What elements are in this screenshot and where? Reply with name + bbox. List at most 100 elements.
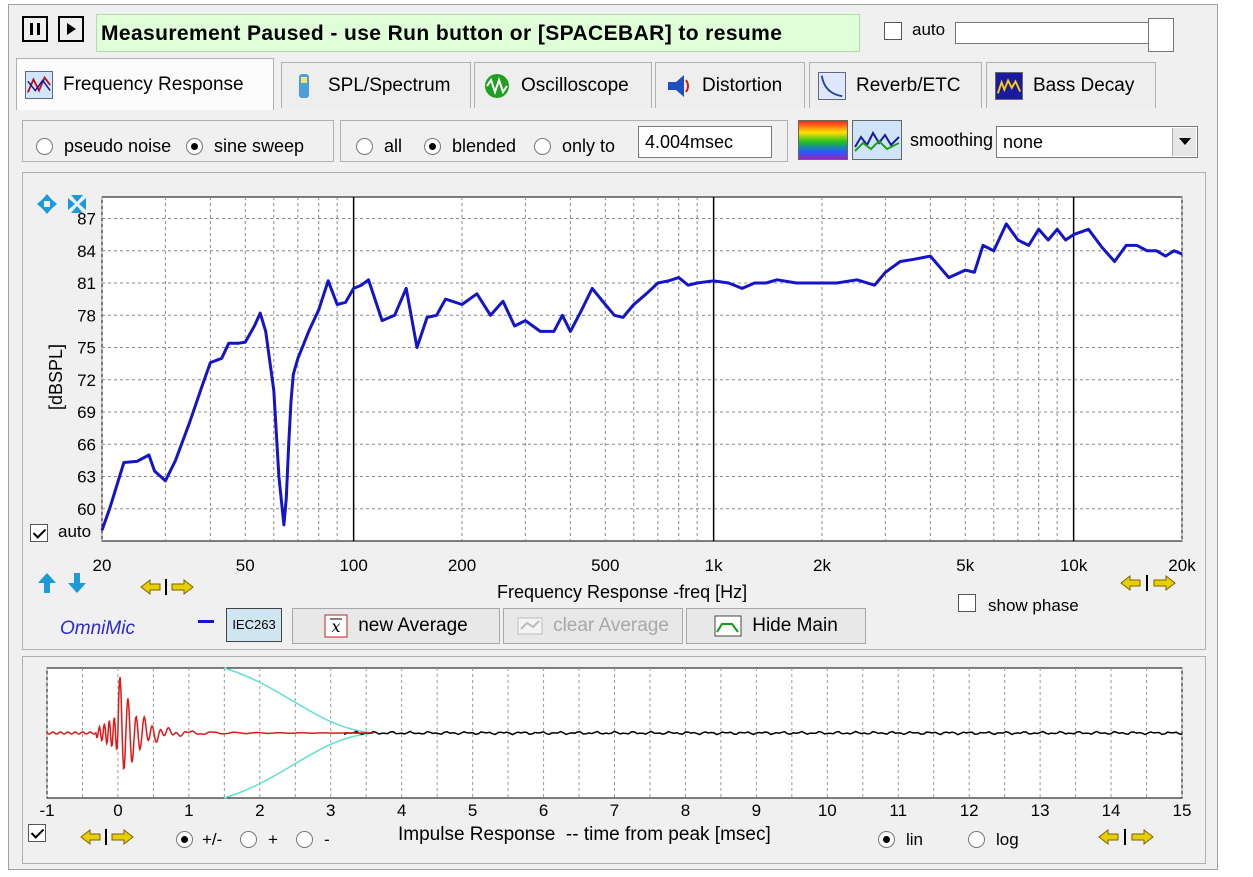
blended-radio[interactable] bbox=[424, 138, 441, 155]
level-slider-thumb[interactable] bbox=[1148, 18, 1174, 52]
frequency-response-trace bbox=[100, 222, 1183, 531]
pause-icon bbox=[30, 23, 40, 35]
svg-text:x: x bbox=[332, 617, 341, 636]
polarity-both-radio[interactable] bbox=[176, 831, 193, 848]
scale-log-radio[interactable] bbox=[968, 831, 985, 848]
eraser-icon bbox=[517, 617, 543, 635]
chevron-down-icon bbox=[1178, 138, 1191, 145]
signal-type-group bbox=[22, 120, 334, 162]
impulse-x-tick-label: 3 bbox=[326, 801, 335, 820]
plot-area bbox=[101, 196, 1183, 542]
x-tick-label: 200 bbox=[448, 556, 476, 575]
hide-trace-icon bbox=[714, 615, 742, 637]
impulse-x-tick-label: 10 bbox=[818, 801, 837, 820]
auto-scale-label: auto bbox=[58, 522, 92, 541]
polarity-minus-radio[interactable] bbox=[296, 831, 313, 848]
time-range-arrows-left-icon[interactable] bbox=[80, 828, 134, 846]
show-phase-label: show phase bbox=[988, 596, 1079, 615]
all-label: all bbox=[384, 136, 403, 156]
impulse-axis-label: Impulse Response -- time from peak [msec… bbox=[398, 824, 771, 845]
impulse-trace bbox=[46, 676, 374, 770]
zoom-in-vertical-icon[interactable] bbox=[36, 193, 58, 215]
tab-spl-spectrum[interactable]: SPL/Spectrum bbox=[281, 62, 471, 108]
smoothing-select[interactable]: none bbox=[996, 126, 1198, 158]
impulse-x-tick-label: 15 bbox=[1173, 801, 1192, 820]
y-tick-label: 60 bbox=[77, 500, 96, 519]
frequency-range-arrows-right-icon[interactable] bbox=[1120, 574, 1176, 592]
impulse-x-tick-label: 2 bbox=[255, 801, 264, 820]
tab-oscilloscope[interactable]: Oscilloscope bbox=[474, 62, 652, 108]
y-tick-label: 78 bbox=[77, 306, 96, 325]
impulse-x-tick-label: 5 bbox=[468, 801, 477, 820]
pseudo-noise-radio[interactable] bbox=[36, 138, 53, 155]
tab-reverb-etc[interactable]: Reverb/ETC bbox=[809, 62, 982, 108]
impulse-x-tick-label: 0 bbox=[113, 801, 122, 820]
pseudo-noise-label: pseudo noise bbox=[64, 136, 172, 156]
auto-scale-checkbox[interactable] bbox=[30, 524, 48, 542]
tab-label: Distortion bbox=[702, 74, 783, 96]
smoothing-label: smoothing bbox=[910, 130, 994, 150]
y-tick-label: 72 bbox=[77, 371, 96, 390]
all-radio[interactable] bbox=[356, 138, 373, 155]
tab-distortion[interactable]: Distortion bbox=[655, 62, 805, 108]
frequency-range-arrows-left-icon[interactable] bbox=[140, 578, 194, 596]
average-icon: x bbox=[324, 614, 348, 638]
play-button[interactable] bbox=[58, 16, 84, 42]
impulse-x-tick-label: 1 bbox=[184, 801, 193, 820]
sine-sweep-label: sine sweep bbox=[214, 136, 305, 156]
clear-average-button[interactable]: clear Average bbox=[503, 608, 683, 644]
x-tick-label: 5k bbox=[956, 556, 974, 575]
overlay-button[interactable] bbox=[852, 120, 902, 160]
tab-label: Frequency Response bbox=[63, 73, 244, 95]
show-phase-checkbox[interactable] bbox=[958, 594, 976, 612]
impulse-checkbox[interactable] bbox=[28, 824, 46, 842]
only-to-label: only to bbox=[562, 136, 616, 156]
tab-label: Reverb/ETC bbox=[856, 74, 961, 96]
tab-bass-decay[interactable]: Bass Decay bbox=[986, 62, 1156, 108]
spl-meter-icon bbox=[299, 73, 309, 98]
polarity-plus-radio[interactable] bbox=[240, 831, 257, 848]
y-tick-label: 81 bbox=[77, 274, 96, 293]
scroll-down-icon[interactable] bbox=[66, 572, 88, 594]
mic-calibration-badge[interactable]: IEC263 bbox=[226, 608, 282, 642]
polarity-plus-label: + bbox=[268, 830, 278, 849]
play-icon bbox=[67, 23, 76, 35]
scroll-up-icon[interactable] bbox=[36, 572, 58, 594]
hide-main-button[interactable]: Hide Main bbox=[686, 608, 866, 644]
y-tick-label: 75 bbox=[77, 339, 96, 358]
polarity-minus-label: - bbox=[324, 830, 330, 849]
only-to-radio[interactable] bbox=[534, 138, 551, 155]
x-tick-label: 1k bbox=[705, 556, 723, 575]
window-time-input[interactable]: 4.004msec bbox=[638, 126, 772, 158]
waterfall-button[interactable] bbox=[798, 120, 848, 160]
overlay-icon bbox=[854, 130, 900, 152]
x-tick-label: 20k bbox=[1168, 556, 1196, 575]
new-average-label: new Average bbox=[358, 615, 468, 636]
impulse-x-tick-label: 11 bbox=[889, 801, 907, 820]
y-tick-label: 87 bbox=[77, 210, 96, 229]
smoothing-dropdown-button[interactable] bbox=[1172, 128, 1196, 156]
impulse-x-tick-label: 8 bbox=[681, 801, 690, 820]
clear-average-label: clear Average bbox=[553, 615, 669, 636]
x-tick-label: 2k bbox=[813, 556, 831, 575]
y-tick-label: 84 bbox=[77, 242, 96, 261]
new-average-button[interactable]: x new Average bbox=[292, 608, 500, 644]
y-tick-label: 66 bbox=[77, 435, 96, 454]
x-tick-label: 500 bbox=[591, 556, 619, 575]
window-envelope-lower bbox=[224, 732, 374, 799]
x-tick-label: 100 bbox=[339, 556, 367, 575]
auto-checkbox-top[interactable] bbox=[884, 22, 902, 40]
impulse-x-tick-label: 9 bbox=[752, 801, 761, 820]
tab-frequency-response[interactable]: Frequency Response bbox=[16, 58, 274, 110]
y-tick-label: 63 bbox=[77, 468, 96, 487]
scale-lin-radio[interactable] bbox=[878, 831, 895, 848]
pause-button[interactable] bbox=[22, 16, 48, 42]
x-axis-label: Frequency Response -freq [Hz] bbox=[497, 582, 748, 602]
zoom-out-vertical-icon[interactable] bbox=[66, 193, 88, 215]
sine-sweep-radio[interactable] bbox=[186, 138, 203, 155]
tab-label: Bass Decay bbox=[1033, 74, 1135, 96]
time-range-arrows-right-icon[interactable] bbox=[1098, 828, 1154, 846]
scale-lin-label: lin bbox=[906, 830, 924, 849]
